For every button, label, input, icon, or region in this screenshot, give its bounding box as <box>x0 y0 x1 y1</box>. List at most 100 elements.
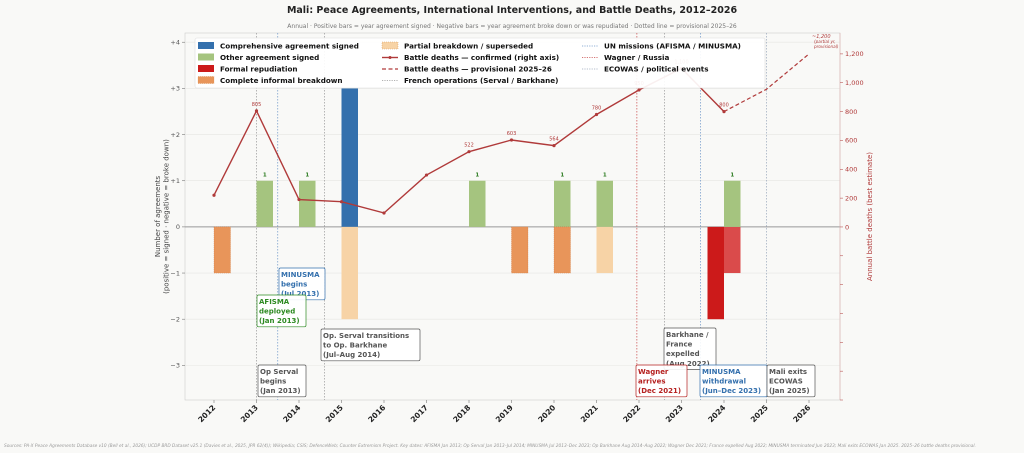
annotation-text: (Aug 2022) <box>666 360 710 368</box>
bar-formal_light <box>724 226 741 274</box>
annotation-text: (Jul 2013) <box>281 290 319 298</box>
y-axis-label-line: Number of agreements <box>154 175 162 257</box>
deaths-point <box>637 88 641 92</box>
deaths-point-label: 564 <box>549 137 559 143</box>
deaths-point <box>594 112 599 117</box>
annotation-un: MINUSMA withdrawal(Jun–Dec 2023) <box>699 364 768 398</box>
bar-value-label: 1 <box>603 173 607 179</box>
deaths-point <box>297 197 301 202</box>
x-tick-label: 2026 <box>791 403 812 424</box>
y2-axis-label: Annual battle deaths (best estimate) <box>866 152 874 281</box>
legend-label: Battle deaths — provisional 2025–26 <box>404 65 552 74</box>
legend-label: Complete informal breakdown <box>220 76 343 85</box>
annotation-un: MINUSMA begins(Jul 2013) <box>278 267 326 301</box>
y-axis-label: Number of agreements(positive = signed ·… <box>154 139 171 294</box>
x-tick-label: 2016 <box>366 403 387 424</box>
x-tick-label: 2022 <box>621 403 642 424</box>
y-tick-label: +3 <box>170 85 180 93</box>
legend-swatch-complete <box>197 76 215 84</box>
deaths-point-label: 780 <box>592 105 602 111</box>
y2-tick-label: 600 <box>845 137 857 145</box>
y2-tick-label: 800 <box>845 108 857 116</box>
legend-swatch-other <box>198 53 214 61</box>
provisional-note-line: (partial yr, <box>814 39 836 44</box>
bar-comprehensive <box>341 88 358 227</box>
annotation-text: Barkhane / <box>666 331 709 339</box>
deaths-point <box>509 138 514 142</box>
deaths-point-label: 603 <box>507 131 517 137</box>
legend-swatch-marker <box>388 56 392 59</box>
x-tick-label: 2013 <box>239 403 260 424</box>
annotation-box <box>663 327 717 370</box>
annotation-afisma: AFISMA deployed(Jan 2013) <box>256 294 307 328</box>
y2-tick-label: 0 <box>845 223 849 231</box>
annotation-box <box>256 294 307 328</box>
bar-partial <box>341 226 358 320</box>
legend-item: Wagner / Russia <box>582 53 670 62</box>
annotation-box <box>257 364 307 398</box>
legend-item: French operations (Serval / Barkhane) <box>382 76 558 85</box>
annotation-text: AFISMA <box>259 298 290 306</box>
annotation-text: France <box>666 341 693 349</box>
annotation-box <box>635 364 688 398</box>
legend-label: UN missions (AFISMA / MINUSMA) <box>604 42 741 51</box>
y2-tick-label: 1,200 <box>845 50 864 58</box>
bar-formal <box>707 226 724 320</box>
bar-other <box>299 180 316 227</box>
annotation-text: Op Serval <box>260 368 298 376</box>
bar-complete <box>553 226 571 274</box>
bar-value-label: 1 <box>730 173 734 179</box>
x-tick-label: 2014 <box>281 403 302 424</box>
legend-item: Complete informal breakdown <box>197 76 343 85</box>
provisional-note-line: provisional) <box>813 44 839 49</box>
legend-item: ECOWAS / political events <box>582 65 709 74</box>
legend-label: ECOWAS / political events <box>604 65 709 74</box>
bar-value-label: 1 <box>560 173 564 179</box>
annotation-text: (Jan 2013) <box>260 387 301 395</box>
x-tick-label: 2012 <box>196 403 217 424</box>
legend-item: Battle deaths — confirmed (right axis) <box>382 53 559 62</box>
annotation-text: (Jul–Aug 2014) <box>323 351 380 359</box>
legend-item: Other agreement signed <box>198 53 319 62</box>
y-tick-label: 0 <box>176 223 180 231</box>
bar-value-label: 1 <box>305 173 309 179</box>
deaths-point <box>467 150 471 154</box>
annotation-text: begins <box>260 378 286 386</box>
annotation-text: MINUSMA <box>281 271 320 279</box>
legend-swatch-partial <box>381 41 399 50</box>
legend-label: Wagner / Russia <box>604 53 670 62</box>
legend-item: Comprehensive agreement signed <box>198 42 359 51</box>
legend-item: Formal repudiation <box>198 65 298 74</box>
annotation-text: deployed <box>259 308 295 316</box>
y-tick-label: −1 <box>170 269 180 277</box>
x-tick-label: 2021 <box>579 403 600 424</box>
bar-complete <box>511 226 529 274</box>
annotation-text: ECOWAS <box>769 378 803 386</box>
chart-subtitle: Annual · Positive bars = year agreement … <box>287 23 737 30</box>
legend: Comprehensive agreement signed Other agre… <box>194 37 766 89</box>
deaths-point-label: 522 <box>464 143 474 149</box>
y2-tick-label: 400 <box>845 166 857 174</box>
legend-label: Other agreement signed <box>220 53 319 62</box>
bar-value-label: 1 <box>475 173 479 179</box>
x-tick-label: 2019 <box>494 403 515 424</box>
y-tick-label: +1 <box>170 177 180 185</box>
y2-tick-label: 200 <box>845 194 857 202</box>
provisional-note-line: ~1,200 <box>812 34 831 40</box>
annotation-text: Wagner <box>638 368 669 376</box>
annotation-text: withdrawal <box>702 378 746 386</box>
bar-value-label: 1 <box>263 173 267 179</box>
annotation-text: Op. Serval transitions <box>323 332 409 340</box>
annotation-text: (Jan 2013) <box>259 317 300 325</box>
y-tick-label: +2 <box>170 131 180 139</box>
annotation-french: Op. Serval transitions to Op. Barkhane(Ju… <box>320 328 421 362</box>
annotation-text: expelled <box>666 350 700 358</box>
deaths-point <box>382 211 386 215</box>
bar-other <box>256 180 273 227</box>
legend-label: Battle deaths — confirmed (right axis) <box>404 53 559 62</box>
x-tick-label: 2017 <box>409 403 430 424</box>
bar-other <box>554 180 571 227</box>
legend-box <box>194 37 766 89</box>
x-tick-label: 2020 <box>536 403 557 424</box>
